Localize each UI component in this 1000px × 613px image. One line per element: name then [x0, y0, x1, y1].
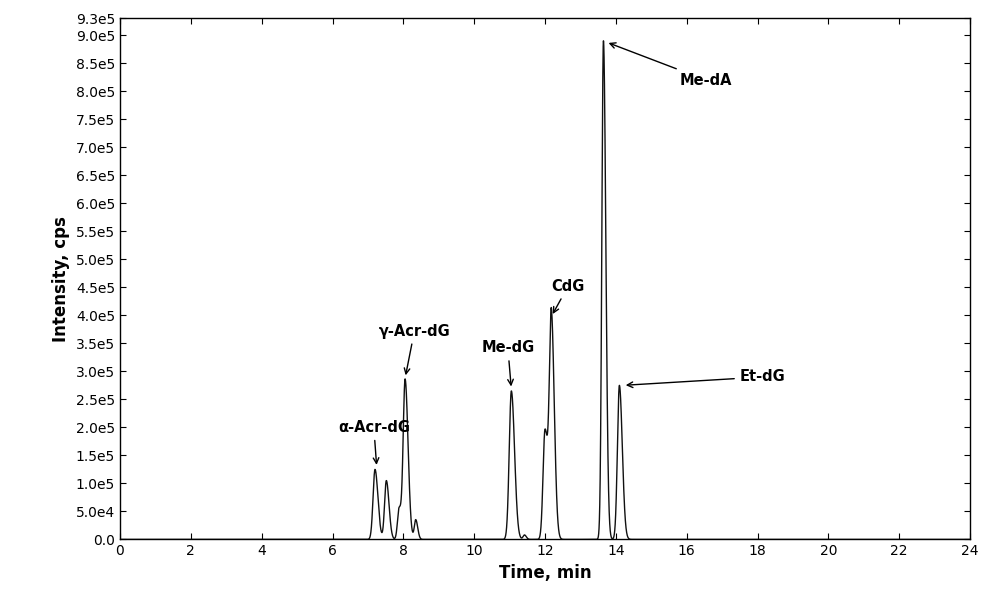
X-axis label: Time, min: Time, min	[499, 564, 591, 582]
Text: Me-dG: Me-dG	[481, 340, 534, 385]
Text: Et-dG: Et-dG	[627, 370, 786, 387]
Text: α-Acr-dG: α-Acr-dG	[338, 420, 410, 463]
Text: Me-dA: Me-dA	[610, 43, 732, 88]
Text: γ-Acr-dG: γ-Acr-dG	[379, 324, 450, 374]
Text: CdG: CdG	[551, 279, 585, 313]
Y-axis label: Intensity, cps: Intensity, cps	[52, 216, 70, 342]
